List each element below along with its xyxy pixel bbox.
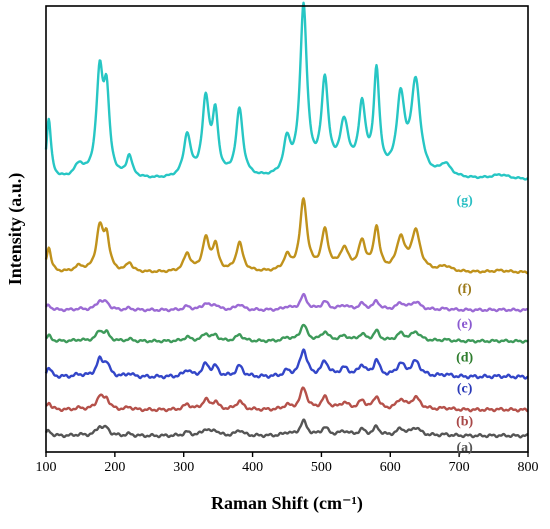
series-line-b [45, 386, 529, 413]
series-line-a [44, 418, 529, 439]
x-tick-label-200: 200 [104, 460, 125, 475]
x-axis: 100 200 300 400 500 600 700 800 [36, 452, 539, 475]
x-tick-label-100: 100 [36, 460, 57, 475]
x-tick-label-700: 700 [449, 460, 470, 475]
series-label-b: (b) [456, 415, 473, 430]
series-label-c: (c) [457, 382, 473, 397]
series-line-d [45, 323, 529, 344]
series-label-d: (d) [456, 350, 473, 365]
y-axis-label: Intensity (a.u.) [5, 173, 26, 286]
series-label-g: (g) [456, 193, 473, 208]
series-labels: (a) (b) (c) (d) (e) (f) (g) [456, 193, 473, 455]
plot-frame [45, 5, 529, 453]
x-tick-label-800: 800 [518, 460, 539, 475]
x-tick-label-300: 300 [173, 460, 194, 475]
series-line-f [44, 197, 529, 275]
series-label-e: (e) [457, 317, 473, 332]
series-line-c [44, 348, 529, 380]
series-line-g [44, 1, 529, 181]
series-line-e [44, 292, 529, 313]
x-tick-label-600: 600 [380, 460, 401, 475]
plot-area [44, 1, 529, 439]
x-tick-label-400: 400 [242, 460, 263, 475]
series-label-a: (a) [456, 441, 473, 456]
x-axis-label: Raman Shift (cm⁻¹) [211, 493, 363, 514]
series-label-f: (f) [458, 282, 472, 297]
x-tick-label-500: 500 [311, 460, 332, 475]
